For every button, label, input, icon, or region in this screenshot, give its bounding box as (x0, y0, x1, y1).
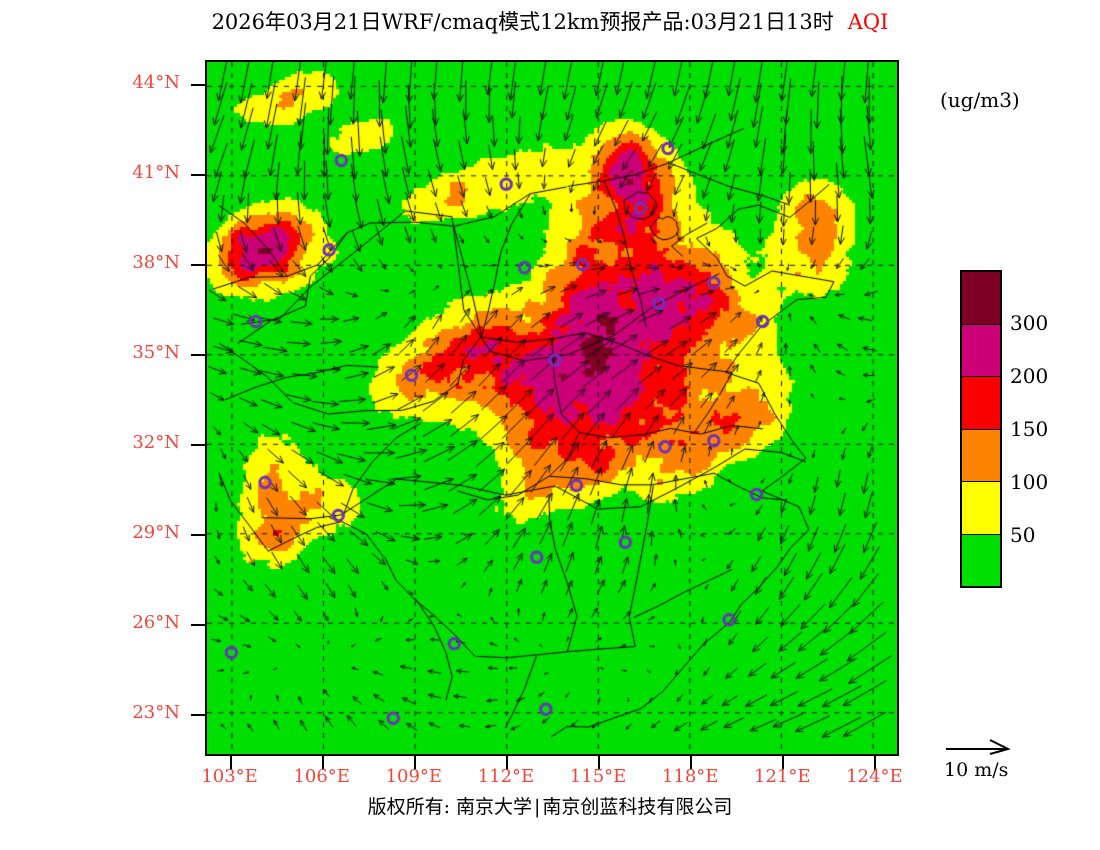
lat-tick-mark (191, 354, 205, 356)
lat-tick-mark (191, 264, 205, 266)
lat-tick-label-38: 38°N (132, 252, 180, 273)
lon-tick-mark (321, 756, 324, 770)
arrow-right-icon (946, 739, 1011, 755)
lat-tick-mark (191, 84, 205, 86)
lat-tick-label-44: 44°N (132, 72, 180, 93)
colorbar-band-2[interactable] (962, 376, 1000, 429)
lon-tick-label-109: 109°E (385, 766, 443, 787)
chart-title: 2026年03月21日WRF/cmaq模式12km预报产品:03月21日13时 A… (0, 6, 1100, 36)
colorbar-band-5[interactable] (962, 533, 1000, 586)
lon-tick-label-121: 121°E (754, 766, 811, 787)
aqi-colorbar[interactable] (960, 270, 1002, 588)
lon-tick-mark (598, 756, 601, 770)
wind-scale-label: 10 m/s (944, 759, 1009, 781)
colorbar-band-0[interactable] (962, 272, 1000, 324)
colorbar-tick-100: 100 (1010, 470, 1049, 494)
lon-tick-label-112: 112°E (477, 766, 535, 787)
lat-tick-label-23: 23°N (132, 702, 180, 723)
lon-tick-mark (690, 756, 693, 770)
lat-tick-mark (191, 174, 205, 176)
colorbar-tick-300: 300 (1010, 311, 1049, 335)
colorbar-band-1[interactable] (962, 323, 1000, 376)
lon-tick-mark (874, 756, 877, 770)
lon-tick-mark (505, 756, 508, 770)
lat-tick-label-35: 35°N (132, 342, 180, 363)
footer-separator: | (534, 796, 541, 818)
map-plot-area[interactable] (205, 60, 899, 756)
colorbar-unit-label: (ug/m3) (940, 88, 1020, 112)
footer-credit-left: 版权所有: 南京大学 (367, 796, 533, 818)
colorbar-band-3[interactable] (962, 428, 1000, 481)
lon-tick-label-103: 103°E (201, 766, 258, 787)
chart-variable-label: AQI (847, 10, 889, 34)
footer-credit-right: 南京创蓝科技有限公司 (542, 796, 733, 818)
colorbar-tick-200: 200 (1010, 364, 1049, 388)
lon-tick-label-118: 118°E (661, 766, 719, 787)
chart-title-text: 2026年03月21日WRF/cmaq模式12km预报产品:03月21日13时 (211, 10, 834, 34)
wind-scale-legend: 10 m/s (944, 736, 1074, 781)
lat-tick-label-29: 29°N (132, 522, 180, 543)
lon-tick-label-124: 124°E (846, 766, 903, 787)
lon-tick-mark (782, 756, 785, 770)
lon-tick-label-106: 106°E (293, 766, 350, 787)
lon-tick-label-115: 115°E (569, 766, 627, 787)
colorbar-band-4[interactable] (962, 481, 1000, 534)
lat-tick-mark (191, 714, 205, 716)
aqi-heatmap-canvas (207, 62, 897, 754)
lon-tick-mark (413, 756, 416, 770)
lat-tick-mark (191, 534, 205, 536)
lat-tick-label-32: 32°N (132, 432, 180, 453)
colorbar-tick-150: 150 (1010, 417, 1049, 441)
lon-tick-mark (229, 756, 232, 770)
lat-tick-mark (191, 624, 205, 626)
colorbar-tick-50: 50 (1010, 523, 1036, 547)
copyright-footer: 版权所有: 南京大学 | 南京创蓝科技有限公司 (0, 792, 1100, 819)
lat-tick-mark (191, 444, 205, 446)
lat-tick-label-26: 26°N (132, 612, 180, 633)
lat-tick-label-41: 41°N (132, 162, 180, 183)
